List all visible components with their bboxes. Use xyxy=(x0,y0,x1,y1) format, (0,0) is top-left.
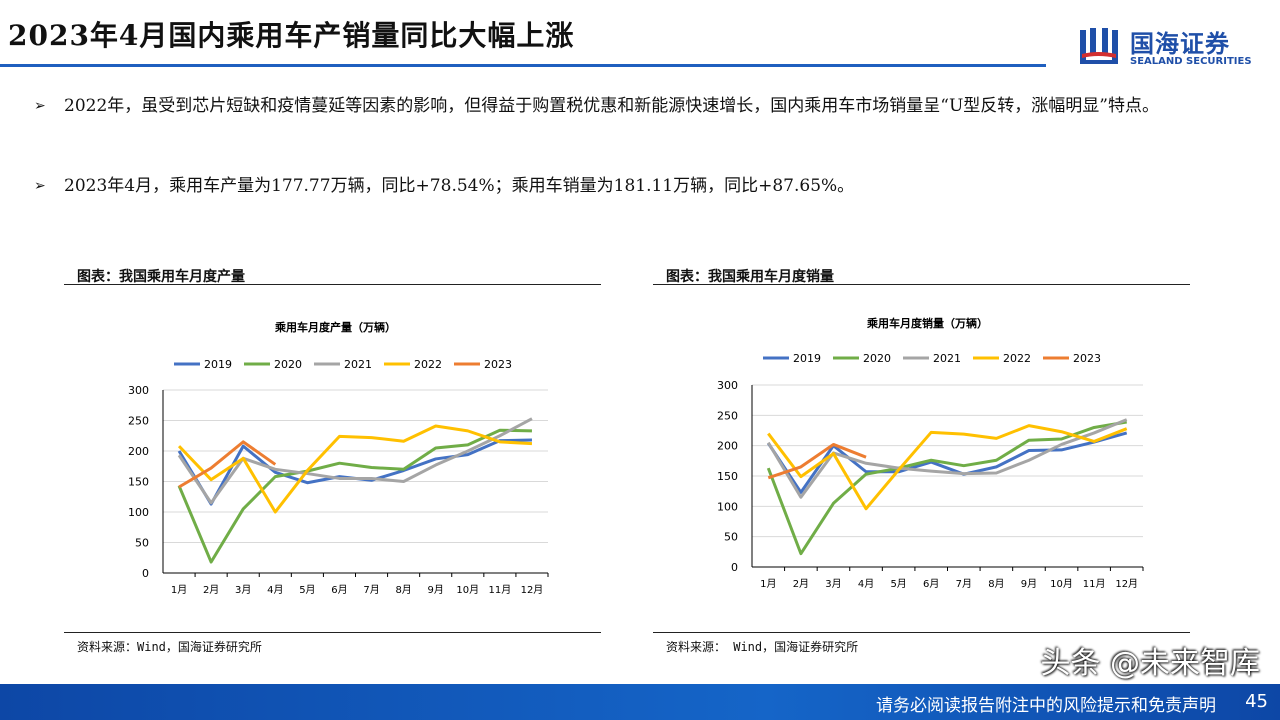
y-tick-label: 50 xyxy=(135,537,149,550)
y-tick-label: 300 xyxy=(128,384,149,397)
legend-label-2021: 2021 xyxy=(933,352,961,365)
page-number: 45 xyxy=(1245,691,1268,712)
x-tick-label: 7月 xyxy=(363,584,379,596)
x-tick-label: 11月 xyxy=(489,584,512,596)
bullet-point: ➢ 2022年，虽受到芯片短缺和疫情蔓延等因素的影响，但得益于购置税优惠和新能源… xyxy=(34,90,1244,122)
series-line-2020 xyxy=(177,428,532,564)
x-tick-label: 5月 xyxy=(299,584,315,596)
divider xyxy=(653,632,1190,633)
divider xyxy=(64,632,601,633)
y-tick-label: 150 xyxy=(717,470,738,483)
y-tick-label: 200 xyxy=(717,440,738,453)
x-tick-label: 8月 xyxy=(395,584,411,596)
x-tick-label: 2月 xyxy=(793,578,809,590)
sealand-logo-icon xyxy=(1080,28,1118,64)
watermark: 头条 @未来智库 xyxy=(1040,646,1260,681)
sales-line-chart: 乘用车月度销量（万辆） 2019 2020 2021 2022 2023 0 50 100 150… xyxy=(717,316,1144,590)
divider xyxy=(64,284,601,285)
series-line-2023 xyxy=(767,442,867,480)
x-tick-label: 10月 xyxy=(456,584,479,596)
production-line-chart: 乘用车月度产量（万辆） 2019 2020 2021 2022 2023 0 50 100 150… xyxy=(128,320,549,596)
x-tick-label: 12月 xyxy=(1115,578,1138,590)
arrow-bullet-icon: ➢ xyxy=(34,98,46,114)
x-tick-label: 1月 xyxy=(171,584,187,596)
logo-english-name: SEALAND SECURITIES xyxy=(1130,56,1252,67)
x-tick-label: 8月 xyxy=(988,578,1004,590)
x-tick-label: 9月 xyxy=(1021,578,1037,590)
legend-label-2021: 2021 xyxy=(344,358,372,371)
y-tick-label: 100 xyxy=(128,506,149,519)
production-source-note: 资料来源：Wind，国海证券研究所 xyxy=(77,640,262,654)
series-line-2020 xyxy=(766,420,1127,556)
series-line-2021 xyxy=(767,418,1128,499)
production-chart-heading: 图表：我国乘用车月度产量 xyxy=(77,269,245,285)
y-tick-label: 50 xyxy=(724,531,738,544)
divider xyxy=(653,284,1190,285)
sales-source-note: 资料来源： Wind，国海证券研究所 xyxy=(666,640,859,654)
x-tick-label: 12月 xyxy=(521,584,544,596)
company-logo: 国海证券 SEALAND SECURITIES xyxy=(1078,24,1258,70)
chart-title: 乘用车月度产量（万辆） xyxy=(274,320,396,334)
x-tick-label: 6月 xyxy=(331,584,347,596)
x-tick-label: 4月 xyxy=(858,578,874,590)
y-tick-label: 200 xyxy=(128,445,149,458)
series-line-2019 xyxy=(767,431,1128,494)
legend-label-2020: 2020 xyxy=(274,358,302,371)
chart-title: 乘用车月度销量（万辆） xyxy=(866,316,988,330)
title-underline xyxy=(0,64,1046,67)
legend-label-2022: 2022 xyxy=(1003,352,1031,365)
x-tick-label: 2月 xyxy=(203,584,219,596)
x-tick-label: 7月 xyxy=(956,578,972,590)
legend-label-2022: 2022 xyxy=(414,358,442,371)
legend-label-2023: 2023 xyxy=(1073,352,1101,365)
x-tick-label: 11月 xyxy=(1083,578,1106,590)
y-tick-label: 300 xyxy=(717,379,738,392)
footer-bar xyxy=(0,684,1280,720)
x-tick-label: 9月 xyxy=(428,584,444,596)
series-line-2021 xyxy=(177,417,533,505)
y-tick-label: 100 xyxy=(717,500,738,513)
legend-label-2023: 2023 xyxy=(484,358,512,371)
y-tick-label: 150 xyxy=(128,476,149,489)
x-tick-label: 3月 xyxy=(235,584,251,596)
y-tick-label: 250 xyxy=(717,409,738,422)
series-line-2022 xyxy=(177,424,533,514)
x-tick-label: 1月 xyxy=(760,578,776,590)
series-line-2023 xyxy=(178,440,277,489)
y-tick-label: 0 xyxy=(731,561,738,574)
logo-chinese-name: 国海证券 xyxy=(1130,30,1230,58)
x-tick-label: 6月 xyxy=(923,578,939,590)
slide-title: 2023年4月国内乘用车产销量同比大幅上涨 xyxy=(8,19,575,52)
y-tick-label: 250 xyxy=(128,415,149,428)
series-line-2022 xyxy=(767,424,1128,511)
x-tick-label: 5月 xyxy=(890,578,906,590)
x-tick-label: 4月 xyxy=(267,584,283,596)
bullet-point: ➢ 2023年4月，乘用车产量为177.77万辆，同比+78.54%；乘用车销量… xyxy=(34,170,1244,202)
y-tick-label: 0 xyxy=(142,567,149,580)
x-tick-label: 3月 xyxy=(825,578,841,590)
legend-label-2019: 2019 xyxy=(793,352,821,365)
x-tick-label: 10月 xyxy=(1050,578,1073,590)
legend-label-2020: 2020 xyxy=(863,352,891,365)
sales-chart-heading: 图表：我国乘用车月度销量 xyxy=(666,269,834,285)
arrow-bullet-icon: ➢ xyxy=(34,178,46,194)
legend-label-2019: 2019 xyxy=(204,358,232,371)
disclaimer-text: 请务必阅读报告附注中的风险提示和免责声明 xyxy=(876,696,1216,716)
